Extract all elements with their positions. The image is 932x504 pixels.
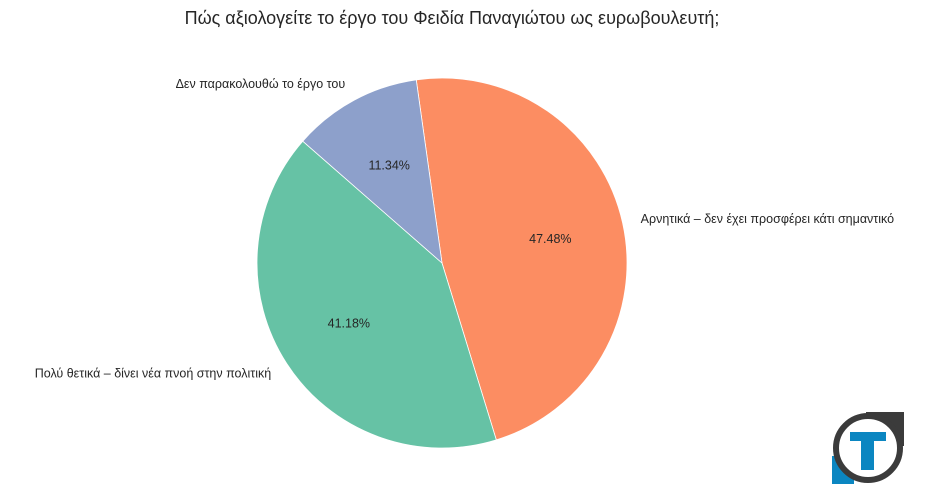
slice-category-label: Πολύ θετικά – δίνει νέα πνοή στην πολιτι… bbox=[35, 367, 272, 381]
chart-title: Πώς αξιολογείτε το έργο του Φειδία Παναγ… bbox=[184, 8, 720, 28]
pie-slice bbox=[302, 79, 443, 265]
publisher-logo bbox=[832, 412, 904, 484]
slice-percent-label: 47.48% bbox=[529, 232, 571, 246]
logo-t-stem bbox=[861, 432, 874, 470]
slice-category-label: Δεν παρακολουθώ το έργο του bbox=[176, 77, 346, 91]
pie-slice bbox=[256, 140, 497, 449]
slice-category-label: Αρνητικά – δεν έχει προσφέρει κάτι σημαν… bbox=[641, 212, 894, 226]
slice-percent-label: 41.18% bbox=[328, 316, 370, 330]
slice-percent-label: 11.34% bbox=[368, 158, 409, 172]
